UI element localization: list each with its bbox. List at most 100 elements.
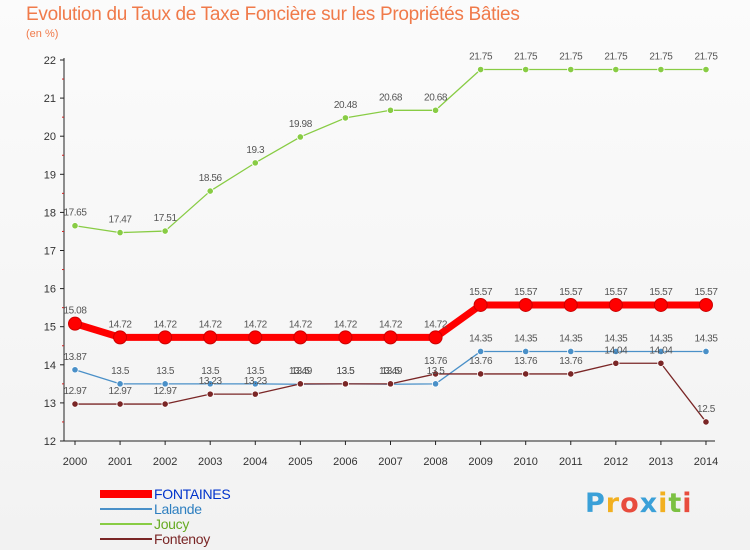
data-point-joucy xyxy=(386,106,395,114)
data-label-fontenoy: 13.5 xyxy=(382,366,401,377)
data-label-lalande: 14.35 xyxy=(514,333,538,344)
x-tick-label: 2002 xyxy=(153,456,177,468)
x-tick-label: 2011 xyxy=(559,456,583,468)
chart-title: Evolution du Taux de Taxe Foncière sur l… xyxy=(26,4,520,25)
data-point-lalande xyxy=(116,380,124,388)
data-point-lalande xyxy=(251,380,259,388)
data-label-joucy: 17.65 xyxy=(63,208,87,219)
data-label-joucy: 18.56 xyxy=(199,173,223,184)
data-point-lalande xyxy=(161,380,169,388)
data-label-fontenoy: 13.23 xyxy=(199,376,223,387)
data-point-fontaines xyxy=(113,330,128,345)
data-label-joucy: 21.75 xyxy=(514,52,538,63)
data-label-fontaines: 15.57 xyxy=(604,287,628,298)
data-point-joucy xyxy=(251,159,259,167)
data-point-fontenoy xyxy=(612,359,620,367)
y-tick-label: 13 xyxy=(44,398,56,410)
data-point-fontaines xyxy=(383,330,398,345)
data-point-joucy xyxy=(522,65,530,74)
data-label-lalande: 13.87 xyxy=(63,352,87,363)
x-tick-label: 2007 xyxy=(378,456,402,468)
data-label-lalande: 14.35 xyxy=(604,333,628,344)
x-tick-label: 2010 xyxy=(513,456,537,468)
data-label-lalande: 13.49 xyxy=(289,366,313,377)
data-label-fontaines: 15.57 xyxy=(649,287,673,298)
data-label-fontaines: 15.08 xyxy=(63,306,87,317)
data-label-fontaines: 14.72 xyxy=(199,319,223,330)
data-label-fontaines: 15.57 xyxy=(514,287,538,298)
data-label-fontenoy: 12.97 xyxy=(154,386,178,397)
logo-letter: r xyxy=(605,488,621,519)
data-point-joucy xyxy=(71,222,79,230)
data-label-lalande: 13.5 xyxy=(111,366,130,377)
data-point-lalande xyxy=(522,347,530,356)
y-unit-label: (en %) xyxy=(26,28,59,40)
y-tick-label: 14 xyxy=(44,360,56,372)
x-tick-label: 2012 xyxy=(604,456,628,468)
logo-letter: i xyxy=(682,488,693,519)
data-label-lalande: 13.49 xyxy=(379,366,403,377)
legend-swatch xyxy=(100,537,152,540)
data-point-fontaines xyxy=(68,316,82,331)
data-point-fontaines xyxy=(338,330,353,345)
x-tick-label: 2004 xyxy=(243,456,267,468)
proxiti-logo: Proxiti xyxy=(585,488,693,519)
x-tick-label: 2013 xyxy=(649,456,673,468)
data-label-lalande: 13.5 xyxy=(246,366,265,377)
data-point-lalande xyxy=(431,380,440,388)
data-label-fontenoy: 13.5 xyxy=(291,366,310,377)
legend-label: FONTAINES xyxy=(154,485,231,502)
y-tick-label: 16 xyxy=(44,284,56,296)
data-point-fontenoy xyxy=(431,370,440,378)
data-label-fontenoy: 12.97 xyxy=(63,386,87,397)
data-label-fontaines: 15.57 xyxy=(469,287,493,298)
data-point-joucy xyxy=(116,228,124,237)
data-point-fontaines xyxy=(563,297,578,312)
data-label-fontaines: 14.72 xyxy=(289,319,313,330)
y-tick-label: 22 xyxy=(44,55,56,67)
x-tick-label: 2009 xyxy=(468,456,492,468)
data-point-lalande xyxy=(71,366,79,374)
data-point-joucy xyxy=(206,187,214,195)
legend-item-lalande: Lalande xyxy=(100,501,230,517)
legend-swatch xyxy=(100,507,152,510)
data-label-lalande: 14.35 xyxy=(649,333,673,344)
data-label-fontenoy: 12.5 xyxy=(697,404,716,415)
data-point-fontaines xyxy=(293,330,308,345)
logo-letter: i xyxy=(658,488,669,519)
data-label-joucy: 19.98 xyxy=(289,119,313,130)
legend-swatch xyxy=(100,522,152,525)
data-point-fontenoy xyxy=(567,370,575,378)
data-point-fontaines xyxy=(428,330,443,345)
data-label-lalande: 13.5 xyxy=(427,366,446,377)
data-label-fontaines: 14.72 xyxy=(379,319,403,330)
data-point-lalande xyxy=(702,347,710,356)
x-tick-label: 2014 xyxy=(694,456,718,468)
data-label-fontenoy: 13.76 xyxy=(514,356,538,367)
data-label-lalande: 14.35 xyxy=(469,333,493,344)
data-label-fontaines: 15.57 xyxy=(559,287,583,298)
data-point-lalande xyxy=(567,347,575,356)
y-tick-label: 19 xyxy=(44,169,56,181)
data-label-fontenoy: 13.23 xyxy=(244,376,268,387)
data-label-fontaines: 14.72 xyxy=(334,319,358,330)
data-point-lalande xyxy=(477,347,485,356)
data-label-lalande: 13.5 xyxy=(156,366,175,377)
data-label-joucy: 19.3 xyxy=(246,145,265,156)
data-point-fontenoy xyxy=(251,390,259,398)
legend: FONTAINES Lalande Joucy Fontenoy xyxy=(100,485,231,547)
data-label-joucy: 17.47 xyxy=(109,215,133,226)
logo-letter: o xyxy=(620,488,640,519)
data-point-fontenoy xyxy=(116,400,124,408)
data-point-joucy xyxy=(161,227,169,235)
data-label-fontenoy: 13.76 xyxy=(469,356,493,367)
data-label-joucy: 17.51 xyxy=(154,213,178,224)
data-point-joucy xyxy=(567,65,575,74)
data-point-fontaines xyxy=(698,297,713,312)
y-tick-label: 12 xyxy=(44,436,56,448)
data-point-joucy xyxy=(702,65,710,74)
data-point-fontenoy xyxy=(702,418,710,426)
x-tick-label: 2001 xyxy=(108,456,132,468)
data-point-fontenoy xyxy=(522,370,530,378)
